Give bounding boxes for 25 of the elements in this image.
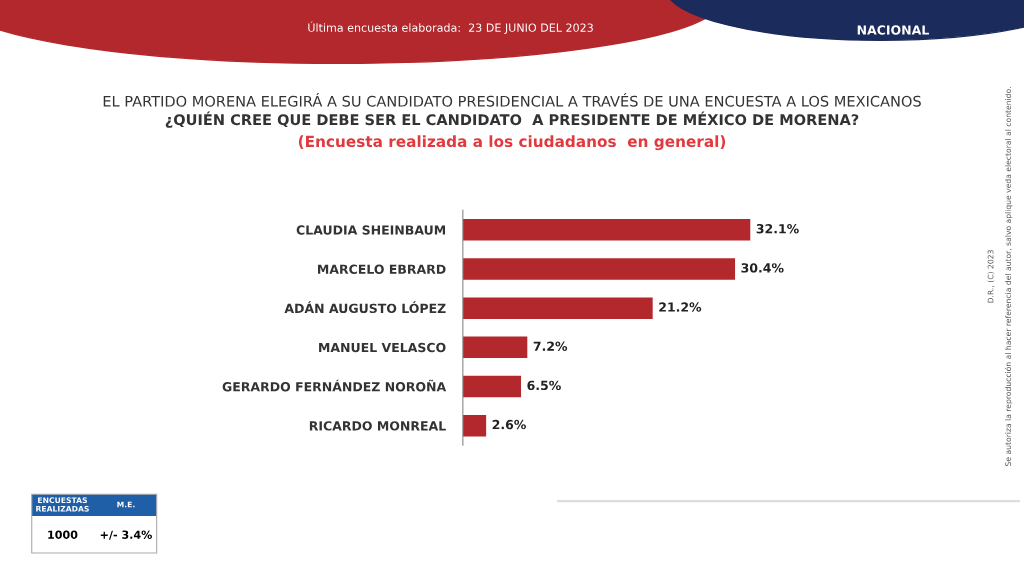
text: +/- 3.4% xyxy=(100,530,152,540)
y-tick-label: CLAUDIA SHEINBAUM xyxy=(296,225,446,235)
y-tick-label: ADÁN AUGUSTO LÓPEZ xyxy=(284,301,446,314)
data-label: 21.2% xyxy=(659,302,702,312)
bar xyxy=(462,375,522,398)
data-label: 2.6% xyxy=(492,419,526,430)
text: (Encuesta realizada a los ciudadanos en general) xyxy=(298,135,726,151)
y-tick-label: MARCELO EBRARD xyxy=(318,264,446,274)
bar xyxy=(462,297,653,319)
chart-subtitle: ¿QUIÉN CREE QUE DEBE SER EL CANDIDATO A PRESIDENTE DE MÉXICO DE MORENA? xyxy=(165,111,859,128)
text: Última encuesta elaborada: 23 DE JUNIO DEL 2023 xyxy=(308,21,593,34)
bar xyxy=(462,258,736,280)
y-tick-label: MANUEL VELASCO xyxy=(319,342,446,353)
y-tick-label: GERARDO FERNÁNDEZ NOROÑA xyxy=(222,379,447,392)
text: 1000 xyxy=(48,530,78,539)
data-label: 32.1% xyxy=(756,224,799,234)
bar xyxy=(462,414,487,437)
y-tick-label: RICARDO MONREAL xyxy=(309,421,446,431)
bar xyxy=(462,219,751,241)
text: NACIONAL xyxy=(857,25,929,35)
chart-title: EL PARTIDO MORENA ELEGIRÁ A SU CANDIDATO PRESIDENCIAL A TRAVÉS DE UNA ENCUESTA A LOS MEXICANOS xyxy=(103,93,921,107)
data-label: 6.5% xyxy=(527,380,561,391)
data-label: 7.2% xyxy=(533,341,568,351)
bar xyxy=(462,336,528,359)
data-label: 30.4% xyxy=(741,263,784,273)
